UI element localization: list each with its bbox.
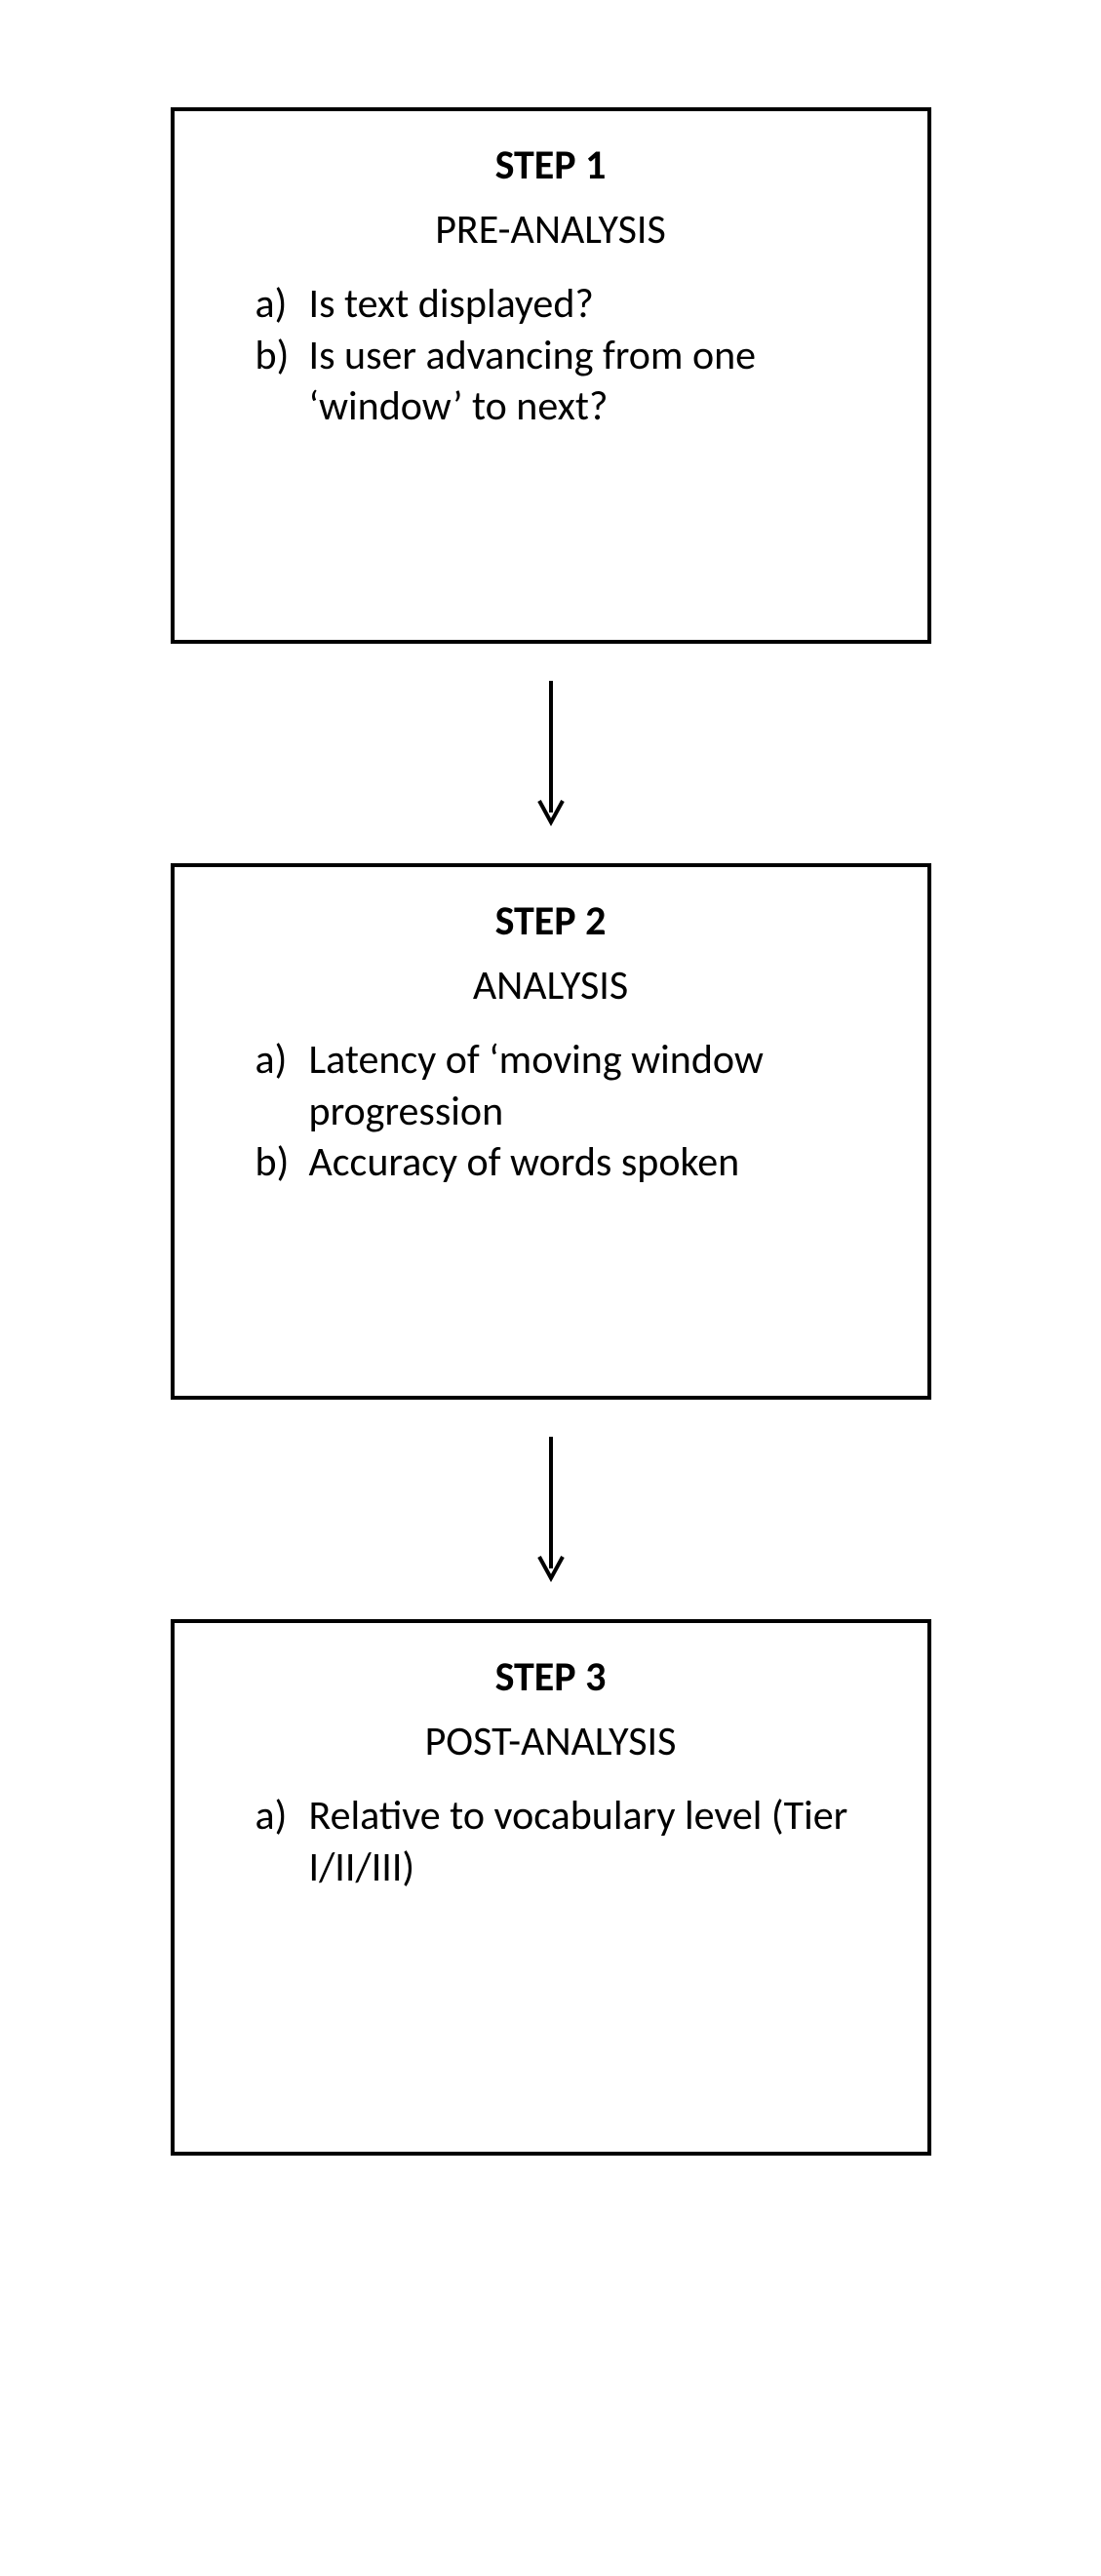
arrow-down-icon [531, 1432, 570, 1588]
arrow-1 [531, 644, 570, 863]
list-item: b) Is user advancing from one ‘window’ t… [256, 331, 884, 433]
item-text: Is user advancing from one ‘window’ to n… [309, 331, 884, 433]
item-text: Is text displayed? [309, 279, 884, 331]
step-subtitle: ANALYSIS [218, 961, 884, 1011]
step-box-3: STEP 3 POST-ANALYSIS a) Relative to voca… [171, 1619, 931, 2156]
arrow-2 [531, 1400, 570, 1619]
arrow-down-icon [531, 676, 570, 832]
item-marker: a) [256, 279, 309, 331]
list-item: a) Is text displayed? [256, 279, 884, 331]
step-box-2: STEP 2 ANALYSIS a) Latency of ‘moving wi… [171, 863, 931, 1400]
list-item: a) Relative to vocabulary level (Tier I/… [256, 1791, 884, 1893]
step-title: STEP 3 [218, 1652, 884, 1702]
step-title: STEP 2 [218, 896, 884, 946]
step-subtitle: PRE-ANALYSIS [218, 205, 884, 255]
step-subtitle: POST-ANALYSIS [218, 1717, 884, 1766]
step-box-1: STEP 1 PRE-ANALYSIS a) Is text displayed… [171, 107, 931, 644]
item-marker: b) [256, 1137, 309, 1189]
list-item: b) Accuracy of words spoken [256, 1137, 884, 1189]
list-item: a) Latency of ‘moving window progression [256, 1035, 884, 1137]
item-marker: b) [256, 331, 309, 382]
item-text: Latency of ‘moving window progression [309, 1035, 884, 1137]
step-title: STEP 1 [218, 140, 884, 190]
step-items: a) Latency of ‘moving window progression… [218, 1035, 884, 1189]
step-items: a) Relative to vocabulary level (Tier I/… [218, 1791, 884, 1893]
step-items: a) Is text displayed? b) Is user advanci… [218, 279, 884, 433]
flowchart-container: STEP 1 PRE-ANALYSIS a) Is text displayed… [0, 0, 1101, 2263]
item-text: Accuracy of words spoken [309, 1137, 884, 1189]
item-text: Relative to vocabulary level (Tier I/II/… [309, 1791, 884, 1893]
item-marker: a) [256, 1035, 309, 1087]
item-marker: a) [256, 1791, 309, 1843]
